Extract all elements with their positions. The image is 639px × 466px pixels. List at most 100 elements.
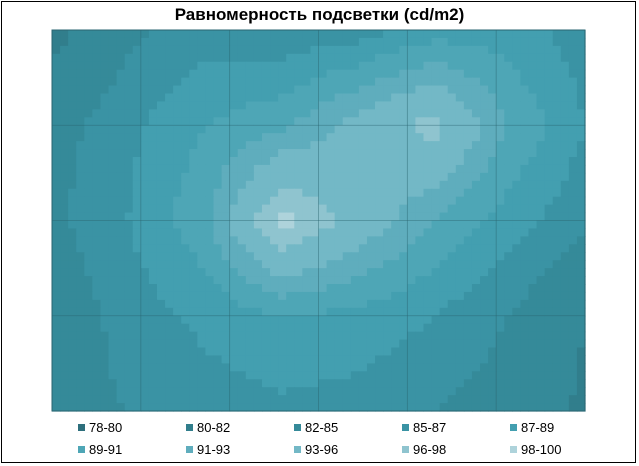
heatmap-cell: [334, 403, 344, 412]
heatmap-cell: [576, 188, 586, 198]
heatmap-cell: [84, 347, 93, 357]
heatmap-cell: [383, 284, 392, 293]
heatmap-cell: [310, 180, 320, 190]
heatmap-cell: [455, 117, 465, 126]
heatmap-cell: [205, 157, 215, 166]
heatmap-cell: [253, 323, 263, 333]
heatmap-cell: [84, 53, 93, 63]
heatmap-cell: [326, 339, 336, 349]
heatmap-cell: [68, 117, 77, 126]
heatmap-cell: [68, 315, 77, 325]
heatmap-cell: [463, 180, 473, 190]
heatmap-cell: [173, 172, 182, 182]
heatmap-cell: [278, 363, 287, 372]
heatmap-cell: [302, 268, 312, 277]
heatmap-cell: [431, 252, 441, 261]
heatmap-cell: [60, 331, 69, 341]
heatmap-cell: [560, 323, 570, 333]
heatmap-cell: [560, 157, 570, 166]
heatmap-cell: [100, 117, 110, 126]
heatmap-cell: [156, 244, 166, 253]
heatmap-cell: [165, 212, 174, 222]
heatmap-cell: [221, 252, 231, 261]
heatmap-cell: [463, 188, 473, 198]
heatmap-cell: [366, 212, 376, 222]
heatmap-cell: [148, 188, 158, 198]
heatmap-cell: [108, 339, 118, 349]
heatmap-cell: [528, 61, 538, 71]
heatmap-cell: [245, 61, 255, 71]
heatmap-cell: [471, 228, 481, 237]
heatmap-cell: [520, 149, 530, 158]
heatmap-cell: [229, 204, 239, 214]
heatmap-cell: [245, 141, 255, 150]
heatmap-cell: [399, 252, 408, 261]
heatmap-cell: [552, 323, 562, 333]
heatmap-cell: [302, 371, 312, 380]
heatmap-cell: [245, 363, 255, 372]
heatmap-cell: [294, 284, 303, 293]
heatmap-cell: [286, 315, 295, 325]
heatmap-cell: [391, 371, 400, 380]
heatmap-cell: [116, 93, 126, 103]
heatmap-cell: [504, 77, 513, 87]
heatmap-cell: [68, 204, 77, 214]
heatmap-cell: [447, 93, 457, 103]
heatmap-cell: [68, 371, 77, 380]
heatmap-cell: [447, 125, 457, 134]
heatmap-cell: [471, 53, 481, 63]
heatmap-cell: [60, 212, 69, 222]
heatmap-cell: [423, 355, 433, 364]
heatmap-cell: [496, 379, 505, 388]
heatmap-cell: [383, 260, 392, 269]
heatmap-cell: [76, 236, 85, 245]
heatmap-cell: [253, 157, 263, 166]
heatmap-cell: [237, 403, 247, 412]
heatmap-cell: [568, 315, 578, 325]
heatmap-cell: [544, 307, 554, 317]
heatmap-cell: [552, 172, 562, 182]
heatmap-cell: [116, 260, 126, 269]
heatmap-cell: [237, 133, 247, 142]
heatmap-cell: [439, 117, 449, 126]
heatmap-cell: [124, 284, 134, 293]
heatmap-cell: [100, 93, 110, 103]
heatmap-cell: [383, 109, 392, 118]
heatmap-cell: [237, 61, 247, 71]
heatmap-cell: [334, 236, 344, 245]
heatmap-cell: [76, 244, 85, 253]
heatmap-cell: [140, 363, 150, 372]
heatmap-cell: [512, 37, 521, 47]
heatmap-cell: [156, 363, 166, 372]
legend-item: 98-100: [510, 442, 561, 457]
heatmap-cell: [407, 403, 417, 412]
heatmap-cell: [399, 30, 408, 39]
heatmap-cell: [205, 387, 215, 396]
heatmap-cell: [181, 196, 190, 206]
heatmap-cell: [181, 117, 190, 126]
heatmap-cell: [213, 149, 223, 158]
heatmap-cell: [358, 45, 368, 55]
heatmap-cell: [108, 45, 118, 55]
heatmap-cell: [358, 315, 368, 325]
heatmap-cell: [310, 196, 320, 206]
heatmap-cell: [544, 395, 554, 404]
heatmap-cell: [294, 363, 303, 372]
heatmap-cell: [358, 212, 368, 222]
heatmap-cell: [165, 379, 174, 388]
heatmap-cell: [60, 30, 69, 39]
heatmap-cell: [197, 307, 207, 317]
heatmap-cell: [278, 45, 287, 55]
heatmap-cell: [229, 85, 239, 95]
heatmap-cell: [471, 196, 481, 206]
heatmap-cell: [520, 315, 530, 325]
heatmap-cell: [480, 157, 489, 166]
heatmap-cell: [213, 180, 223, 190]
heatmap-cell: [181, 252, 190, 261]
heatmap-cell: [270, 212, 279, 222]
heatmap-cell: [278, 37, 287, 47]
heatmap-cell: [181, 244, 190, 253]
heatmap-cell: [132, 276, 142, 285]
heatmap-cell: [52, 291, 61, 301]
heatmap-cell: [156, 323, 166, 333]
